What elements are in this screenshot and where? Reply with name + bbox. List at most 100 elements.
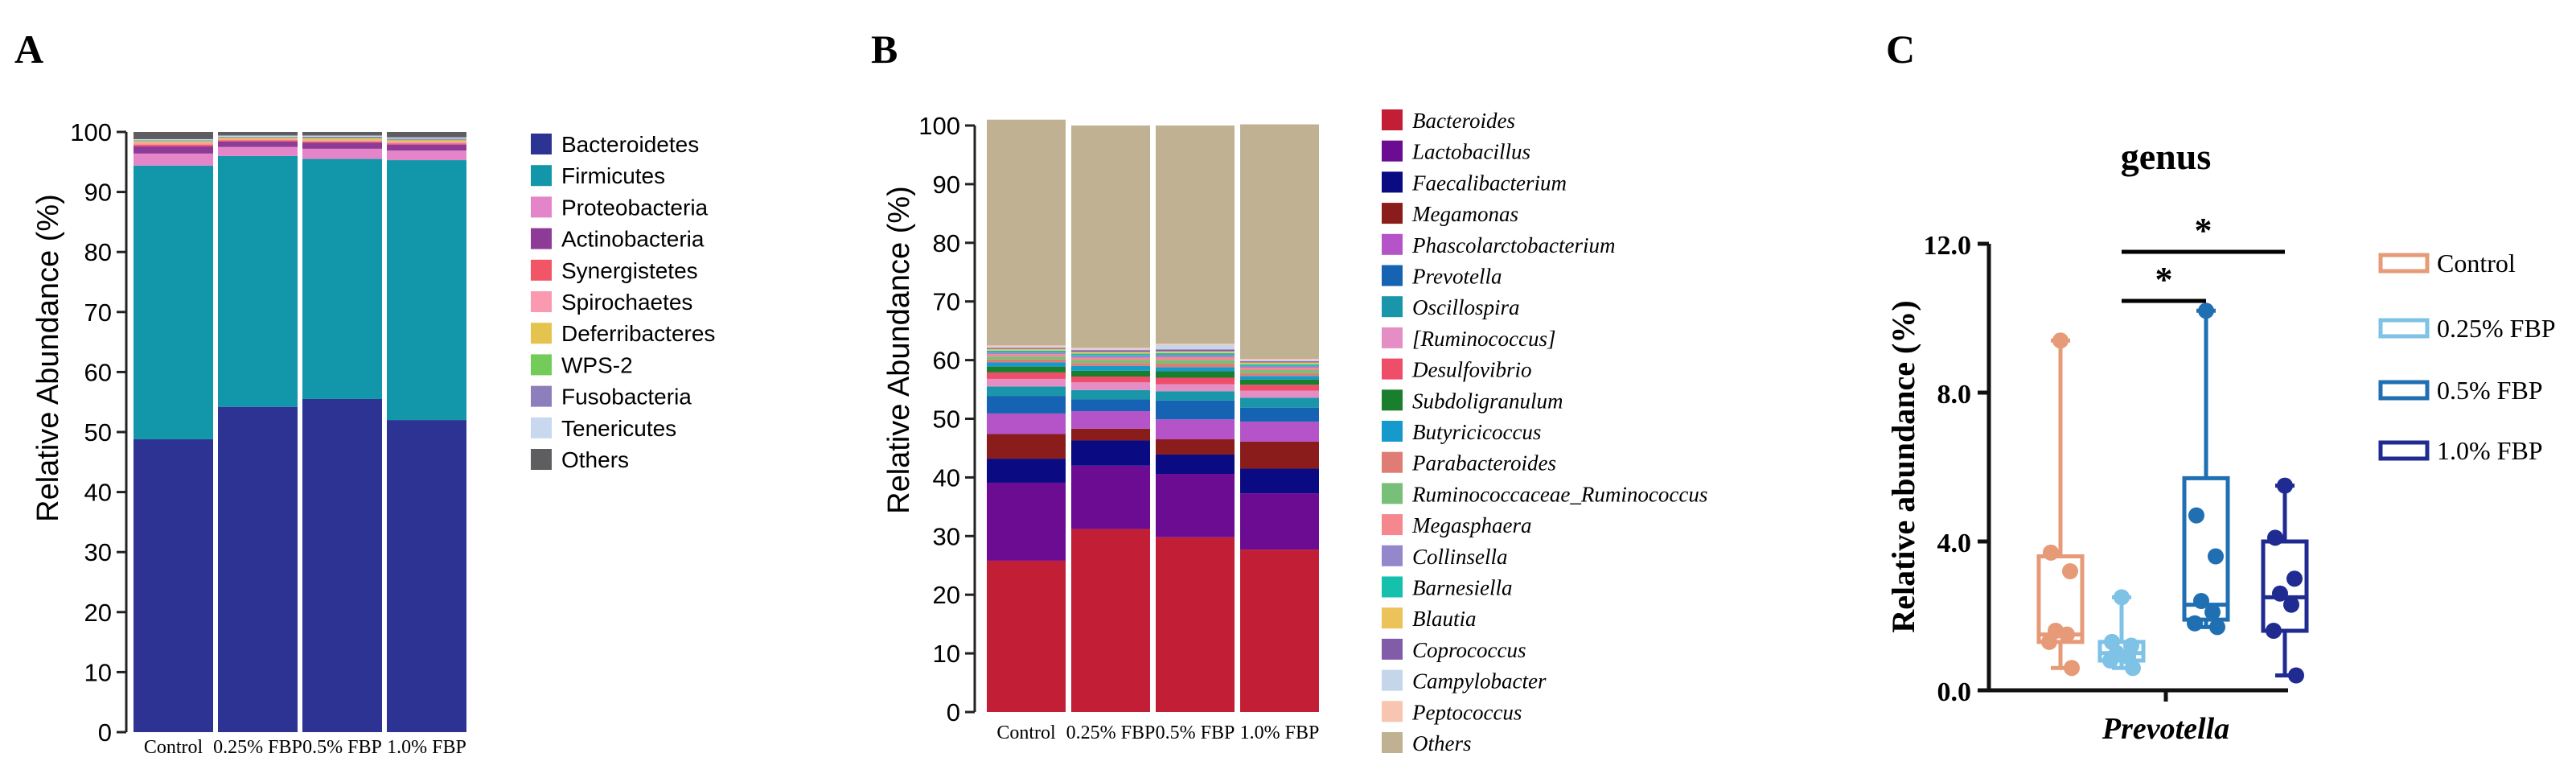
y-tick-label: 30 — [933, 522, 960, 550]
legend-label-megamonas: Megamonas — [1411, 202, 1518, 226]
box-0-5-fbp — [2182, 475, 2230, 622]
bar-segment-prevotella-0-5-fbp — [1156, 400, 1235, 420]
bar-segment-proteobacteria-1-0-fbp — [387, 150, 466, 161]
bar-segment-faecalibacterium-control — [987, 459, 1066, 483]
panel-a-y-axis-label: Relative Abundance (%) — [31, 194, 65, 522]
bar-segment-coprococcus-0-25-fbp — [1071, 350, 1150, 352]
y-tick-label: 0.0 — [1937, 677, 1972, 707]
panel-a-bars — [134, 132, 466, 732]
x-tick-label-0-25-fbp: 0.25% FBP — [213, 737, 302, 758]
legend-swatch-prevotella — [1382, 265, 1403, 286]
y-tick-label: 0 — [98, 718, 112, 747]
legend-label-deferribacteres: Deferribacteres — [561, 321, 715, 346]
data-point-0-25-fbp — [2114, 589, 2130, 606]
bar-segment-campylobacter-1-0-fbp — [1240, 360, 1319, 362]
y-tick-label: 20 — [933, 581, 960, 609]
bar-segment-coprococcus-1-0-fbp — [1240, 361, 1319, 363]
legend-label-0-5-fbp: 0.5% FBP — [2437, 376, 2543, 405]
bar-segment-faecalibacterium-0-25-fbp — [1071, 440, 1150, 466]
bar-segment-lactobacillus-0-5-fbp — [1156, 474, 1235, 537]
bar-segment-bacteroides-0-5-fbp — [1156, 537, 1235, 712]
bar-segment-desulfovibrio-1-0-fbp — [1240, 385, 1319, 391]
data-point-control — [2052, 332, 2069, 349]
bar-segment-peptococcus-1-0-fbp — [1240, 359, 1319, 360]
bar-segment-tenericutes-0-25-fbp — [218, 135, 298, 137]
y-tick-label: 12.0 — [1924, 231, 1972, 261]
data-point-0-5-fbp — [2193, 593, 2209, 609]
y-tick-label: 100 — [918, 112, 960, 140]
bar-segment-collinsella-0-25-fbp — [1071, 355, 1150, 358]
legend-swatch-spirochaetes — [531, 291, 552, 312]
bar-segment-subdoligranulum-0-25-fbp — [1071, 370, 1150, 377]
y-tick-label: 80 — [84, 238, 112, 266]
legend-label-fusobacteria: Fusobacteria — [561, 385, 692, 410]
panel-label-a: A — [14, 27, 43, 72]
bar-segment-megasphaera-1-0-fbp — [1240, 368, 1319, 370]
legend-swatch-butyricicoccus — [1382, 421, 1403, 442]
bar-segment-actinobacteria-0-5-fbp — [302, 142, 382, 149]
bar-segment-parabacteroides-0-25-fbp — [1071, 363, 1150, 366]
bar-segment-fusobacteria-1-0-fbp — [387, 138, 466, 140]
bar-segment-others-control — [134, 132, 213, 139]
prevotella-box-plot: genus Relative abundance (%) Prevotella … — [1885, 136, 2556, 746]
y-tick-label: 8.0 — [1937, 380, 1972, 410]
y-tick-label: 90 — [933, 171, 960, 199]
legend-swatch-0-25-fbp — [2378, 318, 2430, 339]
y-tick-label: 80 — [933, 229, 960, 257]
data-point-0-5-fbp — [2204, 603, 2221, 620]
data-point-control — [2041, 633, 2057, 650]
legend-swatch-firmicutes — [531, 165, 552, 187]
legend-label-subdoligranulum: Subdoligranulum — [1412, 389, 1563, 413]
data-point-0-5-fbp — [2198, 303, 2214, 319]
y-tick-label: 70 — [84, 298, 112, 327]
legend-label-butyricicoccus: Butyricicoccus — [1412, 420, 1541, 444]
significance-label: * — [2155, 260, 2173, 299]
panel-c-title: genus — [2121, 136, 2211, 177]
bar-segment-ruminococcaceae-ruminococcus-1-0-fbp — [1240, 369, 1319, 373]
bar-segment-butyricicoccus-0-5-fbp — [1156, 367, 1235, 372]
bar-segment-fusobacteria-control — [134, 140, 213, 142]
legend-swatch-deferribacteres — [531, 323, 552, 344]
bar-segment-parabacteroides-1-0-fbp — [1240, 373, 1319, 377]
legend-swatch-desulfovibrio — [1382, 358, 1403, 380]
legend-label-parabacteroides: Parabacteroides — [1411, 451, 1556, 475]
bar-segment-lactobacillus-0-25-fbp — [1071, 465, 1150, 529]
y-tick-label: 30 — [84, 538, 112, 566]
bar-segment-bacteroides-1-0-fbp — [1240, 550, 1319, 712]
x-tick-label-1-0-fbp: 1.0% FBP — [1240, 722, 1320, 743]
panel-a-legend: Bacteroidetes Firmicutes Proteobacteria Act… — [531, 132, 715, 472]
panel-b-bars — [987, 119, 1319, 712]
bar-segment-deferribacteres-1-0-fbp — [387, 140, 466, 142]
panel-label-b: B — [871, 27, 898, 72]
bar-segment-prevotella-0-25-fbp — [1071, 399, 1150, 412]
y-tick-label: 0 — [947, 698, 960, 727]
legend-swatch-proteobacteria — [531, 196, 552, 218]
data-point-1-0-fbp — [2277, 477, 2293, 494]
bar-segment-ruminococcus-0-5-fbp — [1156, 384, 1235, 392]
y-tick-label: 70 — [933, 288, 960, 316]
data-point-control — [2043, 544, 2059, 561]
y-tick-label: 10 — [84, 658, 112, 686]
x-tick-label-control: Control — [996, 722, 1056, 743]
legend-label-synergistetes: Synergistetes — [561, 258, 698, 283]
panel-b-y-axis-label: Relative Abundance (%) — [882, 186, 916, 514]
bar-segment-fusobacteria-0-25-fbp — [218, 136, 298, 138]
legend-swatch-megasphaera — [1382, 514, 1403, 536]
bar-segment-campylobacter-0-5-fbp — [1156, 344, 1235, 350]
bar-segment-campylobacter-control — [987, 346, 1066, 348]
legend-swatch-oscillospira — [1382, 296, 1403, 318]
genus-stacked-bar-chart: Relative Abundance (%) 0 10 20 30 40 50 60 70 80… — [882, 109, 1707, 755]
bar-segment-spirochaetes-1-0-fbp — [387, 141, 466, 144]
panel-b-legend: Bacteroides Lactobacillus Faecalibacterium… — [1382, 109, 1707, 755]
legend-swatch-peptococcus — [1382, 701, 1403, 722]
bar-segment-faecalibacterium-1-0-fbp — [1240, 468, 1319, 494]
bar-segment-spirochaetes-0-5-fbp — [302, 140, 382, 142]
data-point-0-25-fbp — [2125, 660, 2141, 677]
y-tick-label: 90 — [84, 179, 112, 207]
bar-segment-phascolarctobacterium-0-5-fbp — [1156, 419, 1235, 440]
bar-segment-oscillospira-0-5-fbp — [1156, 391, 1235, 401]
bar-segment-blautia-1-0-fbp — [1240, 362, 1319, 364]
bar-segment-collinsella-control — [987, 352, 1066, 355]
bar-segment-tenericutes-0-5-fbp — [302, 135, 382, 137]
legend-swatch-bacteroidetes — [531, 134, 552, 154]
